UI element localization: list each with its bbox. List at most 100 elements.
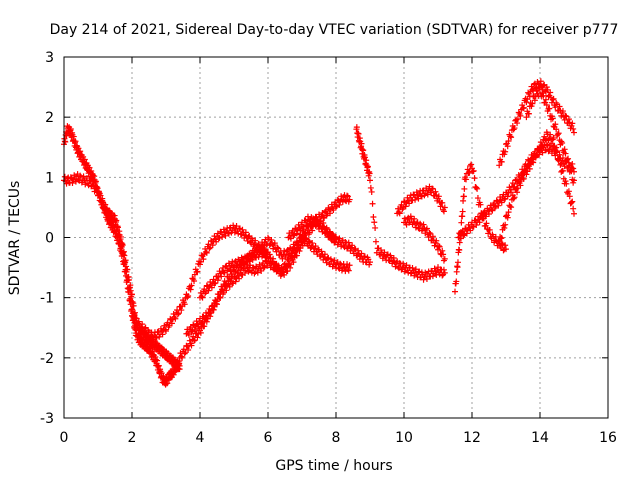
data-point <box>199 294 206 301</box>
x-tick-label: 10 <box>395 430 413 446</box>
data-point <box>314 217 321 224</box>
data-point <box>367 177 373 184</box>
data-point <box>517 112 524 119</box>
data-point <box>520 104 527 111</box>
data-point <box>345 267 352 274</box>
data-point <box>327 228 334 235</box>
data-point <box>543 101 550 108</box>
data-point <box>570 125 577 132</box>
data-point <box>284 267 291 274</box>
data-point <box>440 266 447 273</box>
data-point <box>367 184 374 191</box>
data-point <box>556 155 563 162</box>
data-point <box>571 129 577 136</box>
data-point <box>471 175 478 182</box>
data-point <box>152 356 159 363</box>
data-point <box>292 249 299 256</box>
data-point <box>563 180 570 187</box>
data-point <box>562 112 569 119</box>
data-point <box>460 193 467 200</box>
data-point <box>331 257 338 264</box>
data-point <box>441 204 448 211</box>
y-tick-label: -1 <box>40 291 54 307</box>
data-point <box>366 170 373 177</box>
data-point <box>353 124 360 131</box>
data-point <box>569 160 576 167</box>
data-point <box>569 120 576 127</box>
data-point <box>440 208 447 215</box>
data-point <box>511 125 518 132</box>
data-point <box>547 89 554 96</box>
data-point <box>550 134 557 141</box>
data-point <box>296 248 303 255</box>
data-point <box>557 161 564 168</box>
series-track-k <box>452 161 509 295</box>
data-point <box>559 140 566 147</box>
data-point <box>556 103 563 110</box>
data-point <box>415 195 422 202</box>
data-point <box>279 255 286 262</box>
data-point <box>211 280 218 287</box>
data-point <box>80 173 87 180</box>
data-point <box>433 237 440 244</box>
data-point <box>133 315 140 322</box>
data-point <box>538 141 545 148</box>
data-point <box>460 232 467 239</box>
data-point <box>187 286 194 293</box>
data-point <box>185 331 192 338</box>
data-point <box>485 230 492 237</box>
data-point <box>439 247 446 254</box>
data-point <box>293 230 300 237</box>
data-point <box>369 200 376 207</box>
series-track-i <box>394 183 448 217</box>
data-point <box>441 255 448 262</box>
data-point <box>349 242 356 249</box>
data-point <box>233 263 240 270</box>
data-point <box>302 235 309 242</box>
data-point <box>127 287 134 294</box>
data-point <box>72 138 79 145</box>
data-point <box>432 188 439 195</box>
data-point <box>561 116 568 123</box>
x-tick-label: 8 <box>332 430 341 446</box>
data-point <box>505 138 512 145</box>
data-point <box>470 167 477 174</box>
data-point <box>303 221 310 228</box>
y-tick-label: 1 <box>45 170 54 186</box>
data-point <box>536 149 543 156</box>
data-point <box>441 269 448 276</box>
data-point <box>204 315 211 322</box>
data-point <box>203 249 210 256</box>
data-point <box>188 342 195 349</box>
data-point <box>510 195 517 202</box>
data-point <box>549 96 556 103</box>
data-point <box>210 276 217 283</box>
data-point <box>342 239 349 246</box>
data-point <box>358 250 365 257</box>
data-point <box>149 348 156 355</box>
data-point <box>523 114 530 121</box>
data-point <box>213 238 220 245</box>
series-track-b <box>61 171 183 373</box>
data-point <box>456 246 463 253</box>
data-point <box>457 235 464 242</box>
data-point <box>150 336 157 343</box>
data-point <box>358 140 365 147</box>
data-point <box>552 152 559 159</box>
x-tick-label: 2 <box>128 430 137 446</box>
data-point <box>336 235 343 242</box>
data-point <box>549 115 556 122</box>
data-point <box>176 360 183 367</box>
data-point <box>194 334 201 341</box>
data-point <box>400 260 407 267</box>
data-point <box>174 311 181 318</box>
data-point <box>178 307 185 314</box>
data-point <box>122 257 129 264</box>
data-point <box>67 126 74 133</box>
data-point <box>396 260 403 267</box>
data-point <box>517 182 524 189</box>
data-point <box>318 248 325 255</box>
data-point <box>542 96 549 103</box>
y-tick-label: 2 <box>45 110 54 126</box>
